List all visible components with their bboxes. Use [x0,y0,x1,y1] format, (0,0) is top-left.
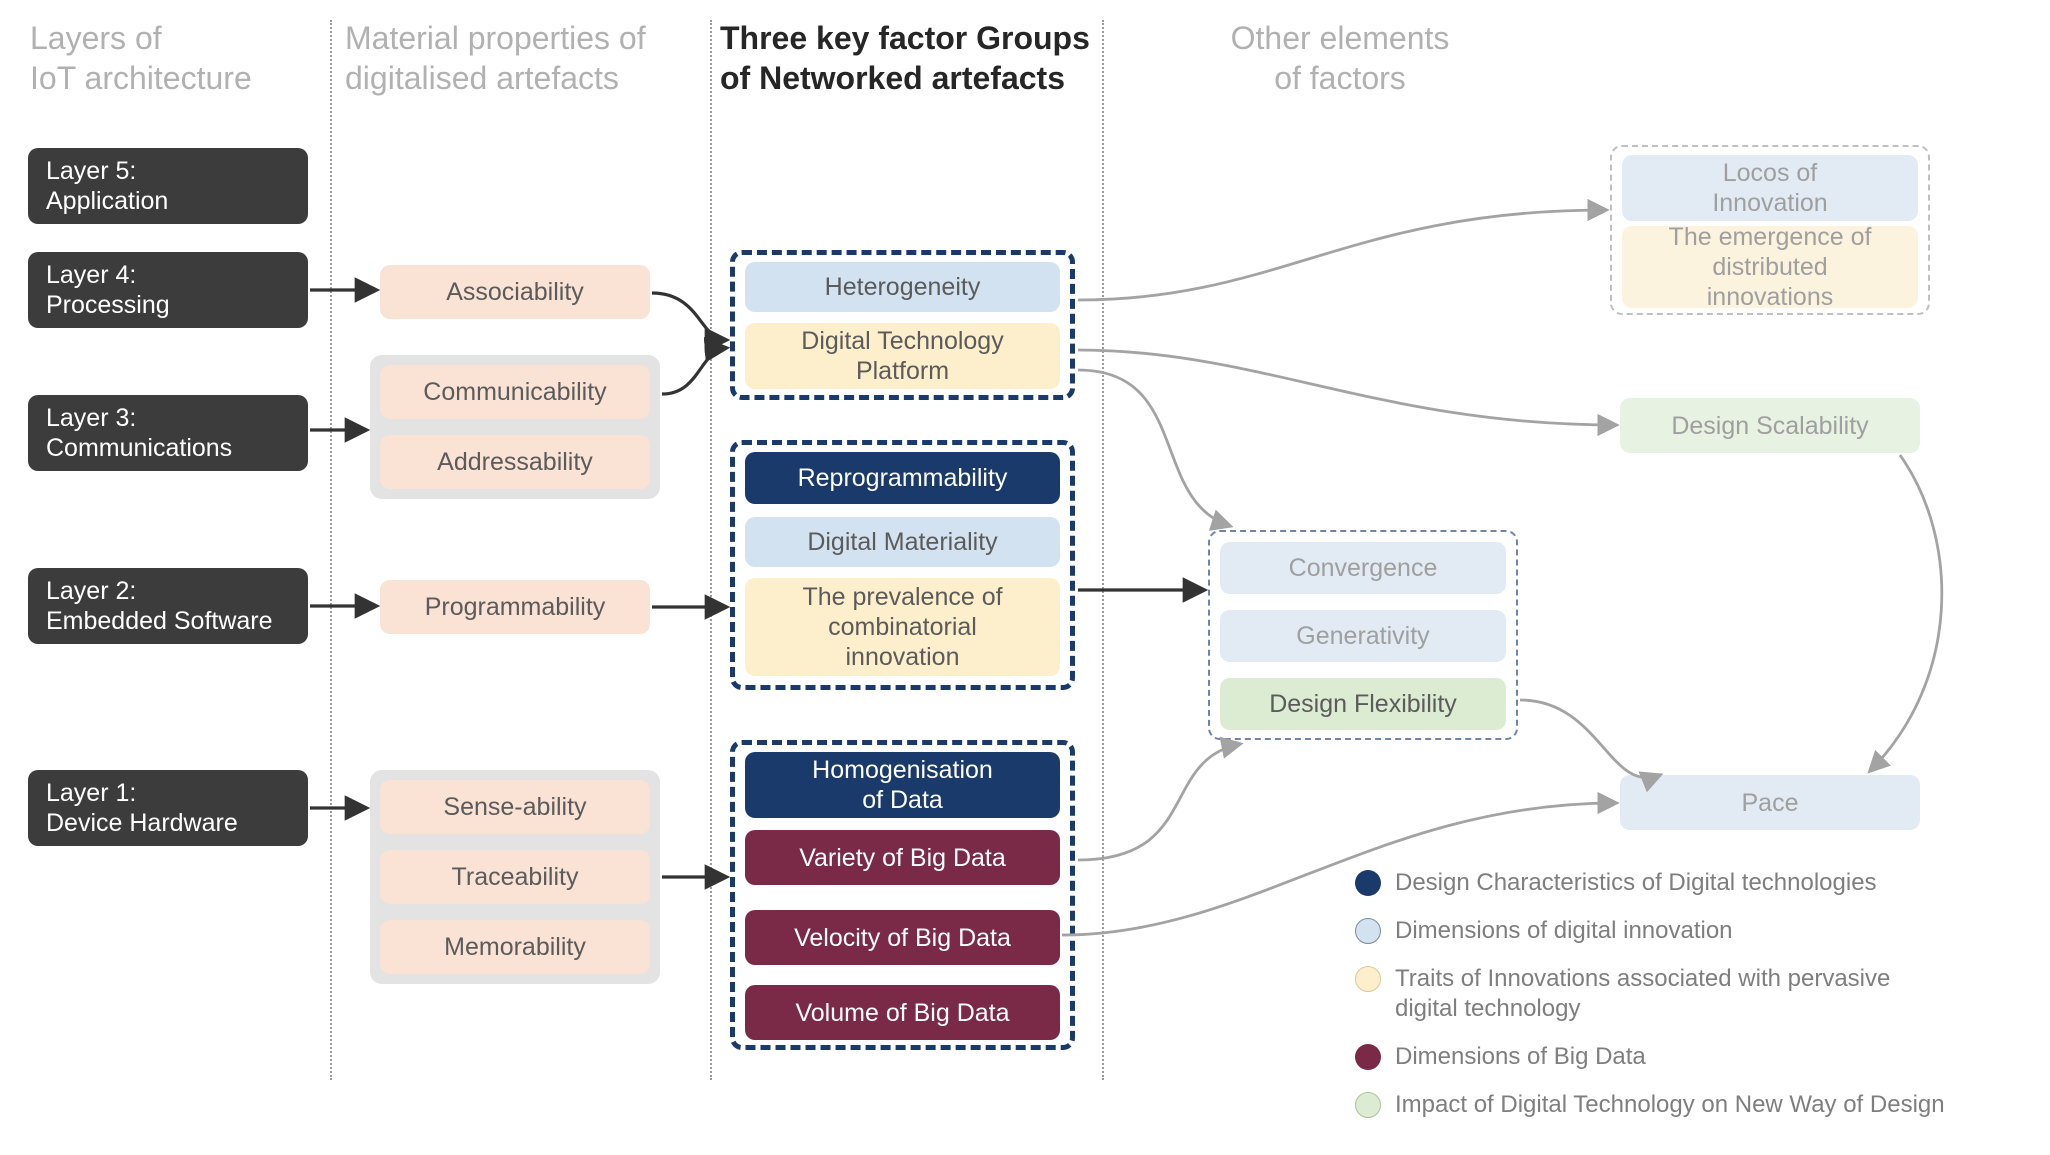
other-convergence: Convergence [1220,542,1506,594]
legend-text-1: Design Characteristics of Digital techno… [1395,868,1877,898]
legend-dot-3 [1355,966,1381,992]
legend-dot-4 [1355,1044,1381,1070]
mat-addressability: Addressability [380,435,650,489]
layer-4: Layer 4:Processing [28,252,308,328]
mat-senseability: Sense-ability [380,780,650,834]
other-flexibility: Design Flexibility [1220,678,1506,730]
mat-traceability: Traceability [380,850,650,904]
kg3-variety: Variety of Big Data [745,830,1060,885]
other-generativity: Generativity [1220,610,1506,662]
divider-3 [1102,20,1104,1080]
kg1-platform: Digital TechnologyPlatform [745,323,1060,389]
kg3-velocity: Velocity of Big Data [745,910,1060,965]
col4-header: Other elementsof factors [1190,18,1490,98]
col1-header: Layers ofIoT architecture [30,18,320,98]
layer-2: Layer 2:Embedded Software [28,568,308,644]
legend-dot-2 [1355,918,1381,944]
kg2-combinatorial: The prevalence ofcombinatorialinnovation [745,578,1060,676]
kg2-materiality: Digital Materiality [745,517,1060,567]
kg3-homogenisation: Homogenisationof Data [745,752,1060,818]
mat-programmability: Programmability [380,580,650,634]
layer-5: Layer 5:Application [28,148,308,224]
legend-dot-1 [1355,870,1381,896]
kg2-reprogrammability: Reprogrammability [745,452,1060,504]
other-locos: Locos ofInnovation [1622,155,1918,221]
legend-text-3: Traits of Innovations associated with pe… [1395,964,2035,1024]
mat-communicability: Communicability [380,365,650,419]
legend-text-4: Dimensions of Big Data [1395,1042,1646,1072]
col2-header: Material properties ofdigitalised artefa… [345,18,705,98]
mat-associability: Associability [380,265,650,319]
kg1-heterogeneity: Heterogeneity [745,262,1060,312]
divider-2 [710,20,712,1080]
divider-1 [330,20,332,1080]
kg3-volume: Volume of Big Data [745,985,1060,1040]
other-scalability: Design Scalability [1620,398,1920,453]
legend-text-2: Dimensions of digital innovation [1395,916,1733,946]
mat-memorability: Memorability [380,920,650,974]
layer-1: Layer 1:Device Hardware [28,770,308,846]
layer-3: Layer 3:Communications [28,395,308,471]
other-pace: Pace [1620,775,1920,830]
legend-dot-5 [1355,1092,1381,1118]
col3-header: Three key factor Groupsof Networked arte… [720,18,1100,98]
other-distributed: The emergence ofdistributedinnovations [1622,226,1918,308]
legend-text-5: Impact of Digital Technology on New Way … [1395,1090,1945,1120]
